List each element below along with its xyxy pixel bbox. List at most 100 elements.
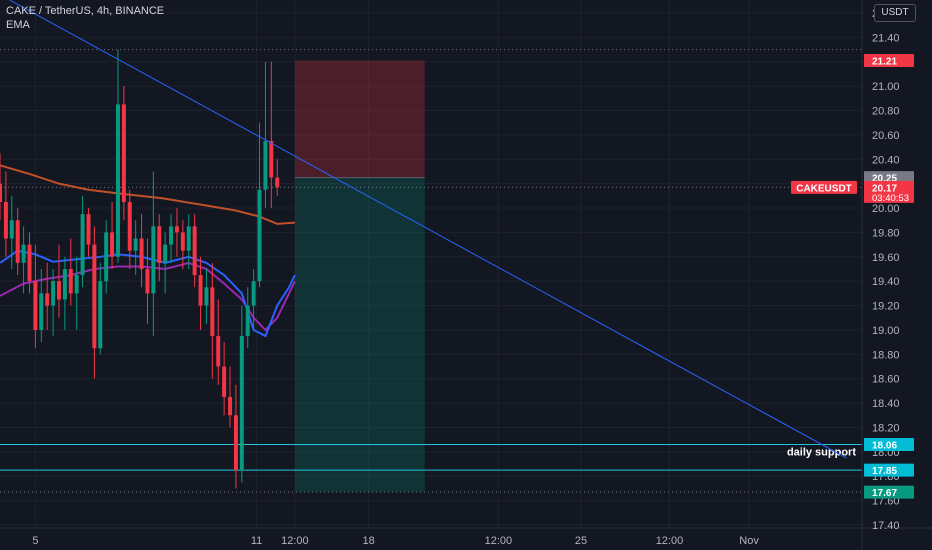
candle-body	[192, 226, 197, 276]
ema-line-orange	[0, 164, 295, 225]
indicator-label[interactable]: EMA	[6, 19, 30, 31]
candle-body	[15, 220, 20, 263]
price-badge-value: 20.25	[872, 174, 897, 185]
price-tick-label: 18.40	[872, 398, 900, 410]
stop-loss-zone[interactable]	[294, 60, 425, 178]
candle-body	[216, 336, 221, 367]
price-badge-value: 21.21	[872, 57, 897, 68]
candle-body	[263, 141, 268, 190]
price-tick-label: 19.40	[872, 276, 900, 288]
trendline[interactable]	[0, 0, 847, 459]
price-badge	[864, 438, 914, 452]
time-axis[interactable]: 5 11 12:00 18 12:00 25 12:00 Nov	[32, 535, 759, 547]
price-tick-label: 21.40	[872, 32, 900, 44]
candle-body	[115, 104, 120, 257]
candle-body	[222, 366, 227, 397]
time-tick-label: 12:00	[485, 535, 513, 547]
candle-body	[121, 104, 126, 202]
price-badge-value: 18.06	[872, 441, 897, 452]
time-tick-label: 5	[32, 535, 38, 547]
price-badge-value: 20.17	[872, 183, 897, 194]
symbol-title[interactable]: CAKE / TetherUS, 4h, BINANCE	[6, 5, 165, 17]
candle-body	[39, 293, 44, 330]
candle-body	[51, 281, 56, 306]
candle-body	[257, 189, 262, 282]
price-tick-label: 19.80	[872, 227, 900, 239]
candle-body	[186, 226, 191, 251]
candle-body	[151, 226, 156, 294]
candle-body	[157, 226, 162, 263]
candle-body	[3, 201, 8, 239]
candle-body	[110, 232, 115, 257]
candle-body	[133, 238, 138, 251]
candle-body	[210, 287, 215, 337]
symbol-tag-text: CAKEUSDT	[796, 183, 852, 194]
price-tick-label: 20.00	[872, 203, 900, 215]
trendline-group[interactable]	[0, 0, 847, 459]
price-badge	[864, 171, 914, 185]
candle-body	[9, 220, 14, 239]
countdown-timer: 03:40:53	[872, 193, 909, 204]
price-badge	[864, 463, 914, 477]
position-zones	[294, 60, 425, 493]
candle-body	[180, 232, 185, 251]
candle-body	[27, 244, 32, 282]
price-tick-label: 17.40	[872, 520, 900, 532]
candle-body	[275, 177, 280, 188]
candle-body	[127, 201, 132, 251]
time-tick-label: 11	[251, 535, 262, 547]
price-badge	[864, 485, 914, 499]
horizontal-lines: daily support	[0, 49, 862, 493]
candle-body	[139, 238, 144, 269]
candle-body	[104, 232, 109, 282]
time-tick-label: 12:00	[656, 535, 684, 547]
ema-line-blue	[0, 249, 296, 338]
candle-body	[228, 397, 233, 416]
candle-body	[204, 287, 209, 306]
price-tick-label: 19.00	[872, 325, 900, 337]
price-badge	[864, 54, 914, 68]
candle-body	[86, 214, 91, 245]
price-tick-label: 19.20	[872, 301, 900, 313]
candle-body	[98, 281, 103, 349]
price-tick-label: 20.60	[872, 130, 900, 142]
candle-body	[80, 214, 85, 276]
candle-body	[233, 415, 238, 471]
price-tick-label: 18.80	[872, 349, 900, 361]
candle-body	[74, 275, 79, 294]
time-tick-label: 18	[363, 535, 375, 547]
candle-body	[62, 269, 67, 300]
price-tick-label: 20.40	[872, 154, 900, 166]
candle-body	[45, 293, 50, 306]
candle-body	[169, 226, 174, 245]
candle-body	[198, 275, 203, 306]
price-badge-value: 17.85	[872, 466, 897, 477]
candle-body	[174, 226, 179, 233]
chart-legend: CAKE / TetherUS, 4h, BINANCE EMA	[6, 4, 164, 32]
candle-body	[0, 183, 2, 202]
time-tick-label: 25	[575, 535, 587, 547]
price-tick-label: 18.60	[872, 374, 900, 386]
candle-body	[68, 269, 73, 294]
candle-body	[269, 141, 274, 178]
candle-body	[92, 244, 97, 349]
candles	[0, 49, 280, 489]
price-tick-label: 17.60	[872, 496, 900, 508]
candle-body	[56, 281, 61, 300]
price-tick-label: 18.20	[872, 422, 900, 434]
currency-unit-button[interactable]: USDT	[874, 4, 916, 22]
candle-body	[33, 281, 38, 330]
price-badge-value: 17.67	[872, 488, 897, 499]
price-tick-label: 20.80	[872, 106, 900, 118]
price-tick-label: 19.60	[872, 252, 900, 264]
time-tick-label: 12:00	[281, 535, 309, 547]
candle-body	[163, 244, 168, 263]
candle-body	[21, 244, 26, 263]
candle-body	[245, 305, 250, 337]
take-profit-zone[interactable]	[294, 177, 425, 493]
price-badge	[864, 180, 914, 203]
time-tick-label: Nov	[739, 535, 759, 547]
